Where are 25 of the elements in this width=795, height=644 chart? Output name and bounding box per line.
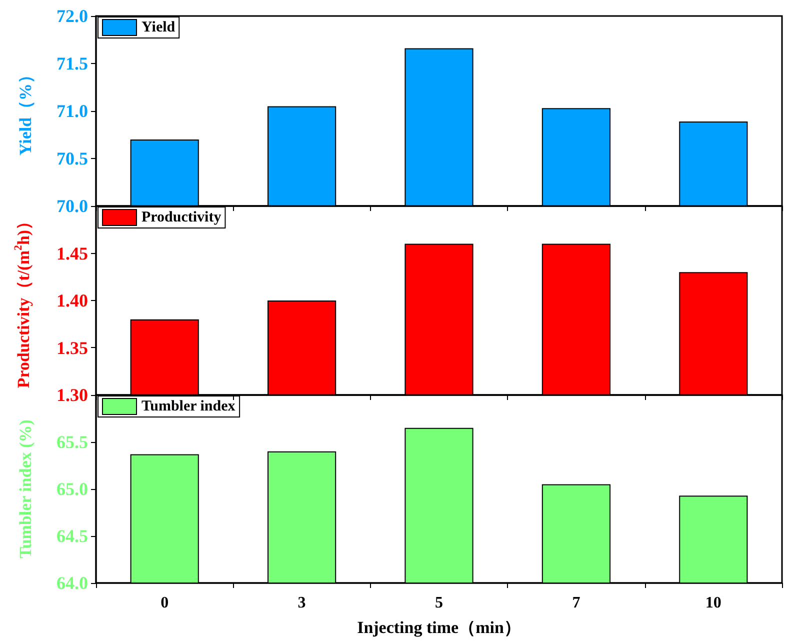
y-tick-label: 72.0 xyxy=(56,6,88,26)
legend-label: Tumbler index xyxy=(142,398,236,414)
x-tick-label: 0 xyxy=(160,594,169,612)
y-tick-label: 70.5 xyxy=(56,148,88,168)
legend-label: Productivity xyxy=(142,210,222,226)
y-axis-title: Productivity（t/(m2h)） xyxy=(12,212,33,388)
y-tick-label: 1.40 xyxy=(56,290,88,310)
legend-label: Yield xyxy=(142,20,176,36)
y-tick-label: 65.5 xyxy=(56,432,88,452)
y-tick-label: 65.0 xyxy=(56,479,88,499)
y-tick-label: 64.5 xyxy=(56,526,88,546)
y-axis-title: Tumbler index (%) xyxy=(16,420,35,558)
y-tick-label: 1.45 xyxy=(56,243,88,264)
x-tick-label: 3 xyxy=(298,594,306,612)
x-tick-label: 7 xyxy=(572,594,580,612)
x-tick-label: 10 xyxy=(705,594,722,612)
y-tick-label: 71.0 xyxy=(56,101,88,121)
y-tick-label: 64.0 xyxy=(56,573,88,593)
y-tick-label: 71.5 xyxy=(56,54,88,74)
y-axis-title: Yield（%） xyxy=(16,66,35,156)
y-tick-label: 1.35 xyxy=(56,338,88,358)
x-axis-title: Injecting time（min） xyxy=(357,618,521,637)
x-tick-label: 5 xyxy=(435,594,443,612)
y-tick-label: 1.30 xyxy=(56,385,88,405)
y-tick-label: 70.0 xyxy=(56,196,88,216)
